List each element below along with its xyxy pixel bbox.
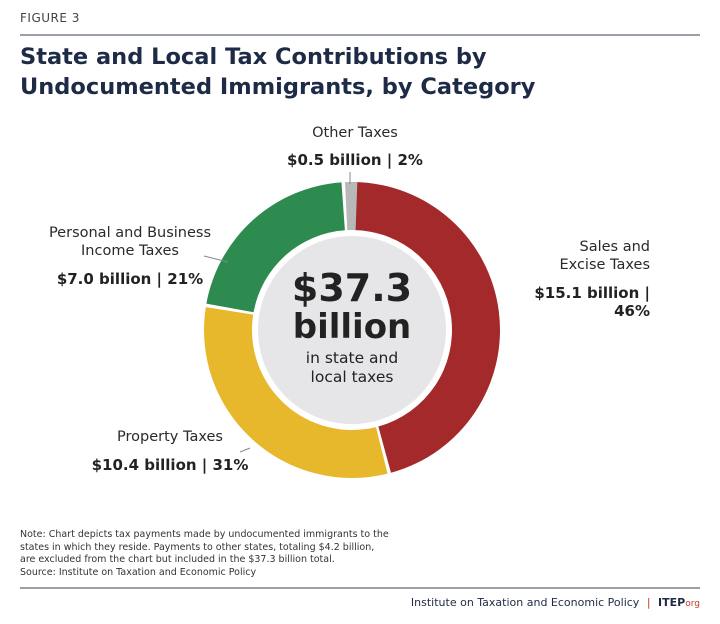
bottom-rule — [20, 587, 700, 589]
title-line-2: Undocumented Immigrants, by Category — [20, 74, 536, 100]
chart-title: State and Local Tax Contributions by Und… — [20, 42, 535, 102]
note-line-3: are excluded from the chart but included… — [20, 554, 335, 566]
center-label: $37.3 billion in state and local taxes — [262, 268, 442, 387]
center-amount: $37.3 — [291, 266, 413, 310]
property-label: Property Taxes — [117, 429, 223, 445]
property-value: $10.4 billion | 31% — [91, 456, 249, 474]
income-label-line-2: Income Taxes — [81, 243, 179, 259]
income-label-line-1: Personal and Business — [48, 225, 212, 241]
slice-income — [206, 182, 345, 313]
title-line-1: State and Local Tax Contributions by — [20, 44, 487, 70]
slice-other — [345, 182, 358, 231]
sales-label: Sales and Excise Taxes — [520, 238, 650, 274]
note-line-2: states in which they reside. Payments to… — [20, 541, 375, 553]
income-value: $7.0 billion | 21% — [56, 270, 204, 288]
center-line-2: local taxes — [310, 368, 394, 386]
leader-line-property — [239, 447, 251, 453]
footer-brand-suffix: org — [685, 599, 700, 609]
note-line-1: Note: Chart depicts tax payments made by… — [20, 529, 389, 540]
slice-sales — [353, 182, 500, 473]
figure-label: FIGURE 3 — [20, 11, 80, 25]
top-rule — [20, 34, 700, 36]
center-circle — [258, 236, 446, 424]
sales-label-line-2: Excise Taxes — [559, 257, 650, 273]
other-value: $0.5 billion | 2% — [287, 151, 423, 169]
other-label: Other Taxes — [312, 125, 398, 141]
sales-label-line-1: Sales and — [579, 239, 650, 255]
footer: Institute on Taxation and Economic Polic… — [410, 596, 700, 609]
center-unit: billion — [292, 307, 412, 347]
source-line: Source: Institute on Taxation and Econom… — [20, 566, 257, 578]
slice-property — [204, 307, 388, 478]
note: Note: Chart depicts tax payments made by… — [20, 529, 389, 579]
footer-org: Institute on Taxation and Economic Polic… — [410, 596, 640, 609]
center-line-1: in state and — [305, 349, 399, 367]
footer-brand: ITEP — [658, 596, 686, 609]
leader-line-income — [203, 255, 229, 263]
income-label: Personal and Business Income Taxes — [30, 224, 230, 260]
sales-value: $15.1 billion | 46% — [534, 284, 650, 320]
